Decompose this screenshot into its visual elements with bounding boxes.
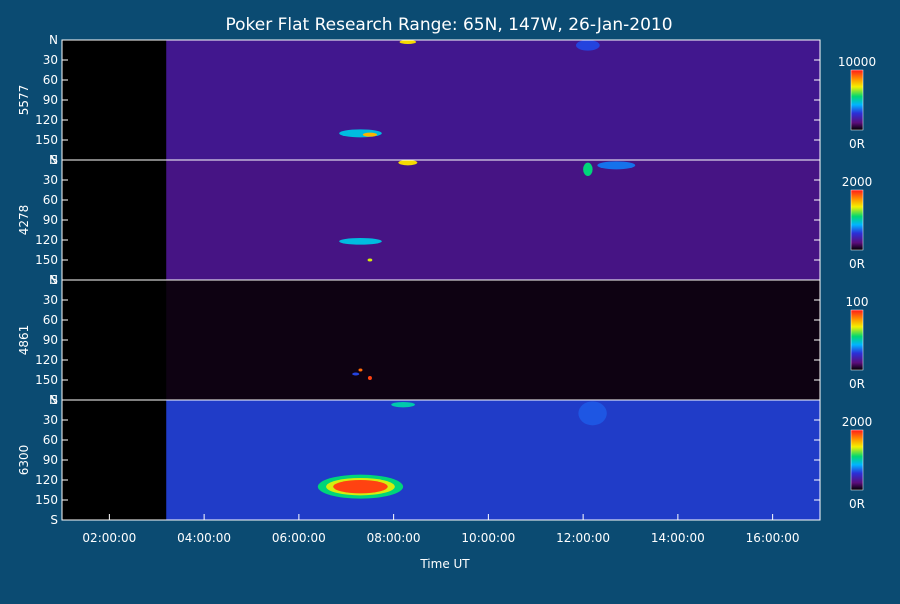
panel-4861-feature-2 <box>352 372 360 376</box>
panel-6300-feature-4 <box>333 480 388 494</box>
y-tick-label-6300-4: 120 <box>35 473 58 487</box>
panel-5577-feature-0 <box>399 40 417 44</box>
colorbar-min-4861: 0R <box>849 377 865 391</box>
panel-6300-ylabel: 6300 <box>17 445 31 476</box>
y-tick-label-4861-6: S <box>50 393 58 407</box>
y-tick-label-5577-5: 150 <box>35 133 58 147</box>
x-axis-label: Time UT <box>419 557 470 571</box>
panel-4278: N 30 60 90 120 150 S 4278 2000 0R <box>17 153 872 287</box>
y-tick-label-4278-2: 60 <box>43 193 58 207</box>
y-tick-label-5577-2: 60 <box>43 73 58 87</box>
y-tick-label-5577-3: 90 <box>43 93 58 107</box>
colorbar-max-6300: 2000 <box>842 415 873 429</box>
panel-4861-ylabel: 4861 <box>17 325 31 356</box>
x-tick-label-3: 08:00:00 <box>367 531 421 545</box>
panel-5577-feature-2 <box>339 129 382 138</box>
y-tick-label-4861-0: N <box>49 273 58 287</box>
x-axis: 02:00:00 04:00:00 06:00:00 08:00:00 10:00:00… <box>82 514 800 545</box>
panel-5577-feature-1 <box>576 40 600 51</box>
colorbar-min-6300: 0R <box>849 497 865 511</box>
colorbar-max-5577: 10000 <box>838 55 876 69</box>
panel-6300-data-field <box>166 400 821 520</box>
y-tick-label-6300-0: N <box>49 393 58 407</box>
panel-4861-feature-0 <box>367 376 372 380</box>
y-tick-label-4861-3: 90 <box>43 333 58 347</box>
colorbar-min-4278: 0R <box>849 257 865 271</box>
panel-6300: N 30 60 90 120 150 S 6300 2000 0R <box>17 393 872 527</box>
colorbar-4278 <box>850 189 864 251</box>
panel-4278-feature-3 <box>339 238 382 245</box>
x-tick-label-5: 12:00:00 <box>556 531 610 545</box>
panel-4861-data-field <box>166 280 821 400</box>
y-tick-label-6300-2: 60 <box>43 433 58 447</box>
chart-title: Poker Flat Research Range: 65N, 147W, 26… <box>225 15 672 35</box>
y-tick-label-4278-5: 150 <box>35 253 58 267</box>
panel-4278-feature-1 <box>583 162 593 176</box>
y-tick-label-4861-4: 120 <box>35 353 58 367</box>
x-tick-label-1: 04:00:00 <box>177 531 231 545</box>
panel-4278-ylabel: 4278 <box>17 205 31 236</box>
panels-group: N 30 60 90 120 150 S 5577 10000 0R N 30 60 90 120 150 S 4… <box>17 33 876 527</box>
panel-4278-feature-2 <box>597 161 636 170</box>
y-tick-label-6300-1: 30 <box>43 413 58 427</box>
y-tick-label-4278-4: 120 <box>35 233 58 247</box>
colorbar-6300 <box>850 429 864 491</box>
y-tick-label-4278-1: 30 <box>43 173 58 187</box>
x-tick-label-0: 02:00:00 <box>82 531 136 545</box>
y-tick-label-5577-0: N <box>49 33 58 47</box>
y-tick-label-4278-0: N <box>49 153 58 167</box>
colorbar-5577 <box>850 69 864 131</box>
colorbar-4861 <box>850 309 864 371</box>
x-tick-label-2: 06:00:00 <box>272 531 326 545</box>
y-tick-label-5577-6: S <box>50 153 58 167</box>
panel-6300-feature-1 <box>578 401 607 426</box>
panel-4278-data-field <box>166 160 821 280</box>
colorbar-max-4861: 100 <box>846 295 869 309</box>
panel-5577-data-field <box>166 40 821 160</box>
y-tick-label-6300-3: 90 <box>43 453 58 467</box>
y-tick-label-4861-5: 150 <box>35 373 58 387</box>
y-tick-label-4278-3: 90 <box>43 213 58 227</box>
x-tick-label-7: 16:00:00 <box>746 531 800 545</box>
panel-5577: N 30 60 90 120 150 S 5577 10000 0R <box>17 33 876 167</box>
panel-4861: N 30 60 90 120 150 S 4861 100 0R <box>17 273 868 407</box>
y-tick-label-5577-4: 120 <box>35 113 58 127</box>
panel-4861-feature-1 <box>358 368 363 372</box>
panel-4278-feature-0 <box>398 160 418 166</box>
colorbar-max-4278: 2000 <box>842 175 873 189</box>
y-tick-label-4861-1: 30 <box>43 293 58 307</box>
panel-4278-feature-4 <box>367 258 373 262</box>
y-tick-label-6300-6: S <box>50 513 58 527</box>
y-tick-label-5577-1: 30 <box>43 53 58 67</box>
colorbar-min-5577: 0R <box>849 137 865 151</box>
y-tick-label-4861-2: 60 <box>43 313 58 327</box>
y-tick-label-6300-5: 150 <box>35 493 58 507</box>
panel-5577-ylabel: 5577 <box>17 85 31 116</box>
x-tick-label-6: 14:00:00 <box>651 531 705 545</box>
x-tick-label-4: 10:00:00 <box>461 531 515 545</box>
y-tick-label-4278-6: S <box>50 273 58 287</box>
panel-5577-feature-3 <box>362 132 378 137</box>
panel-6300-feature-0 <box>391 402 415 408</box>
